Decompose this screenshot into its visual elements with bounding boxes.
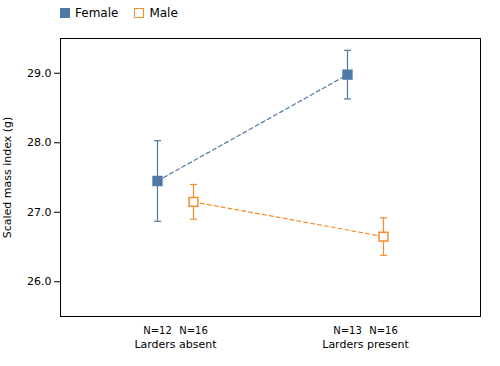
svg-text:28.0: 28.0: [27, 136, 52, 149]
svg-text:26.0: 26.0: [27, 275, 52, 288]
svg-text:N=16: N=16: [369, 325, 398, 336]
svg-text:Scaled mass index (g): Scaled mass index (g): [1, 117, 14, 239]
html-text:Female: Female: [75, 6, 119, 20]
svg-text:N=16: N=16: [179, 325, 208, 336]
svg-text:29.0: 29.0: [27, 67, 52, 80]
svg-text:Larders present: Larders present: [322, 338, 409, 351]
svg-text:Larders absent: Larders absent: [134, 338, 217, 351]
svg-text:27.0: 27.0: [27, 206, 52, 219]
svg-text:N=13: N=13: [333, 325, 362, 336]
html-text:Male: Male: [149, 6, 178, 20]
svg-text:N=12: N=12: [143, 325, 172, 336]
